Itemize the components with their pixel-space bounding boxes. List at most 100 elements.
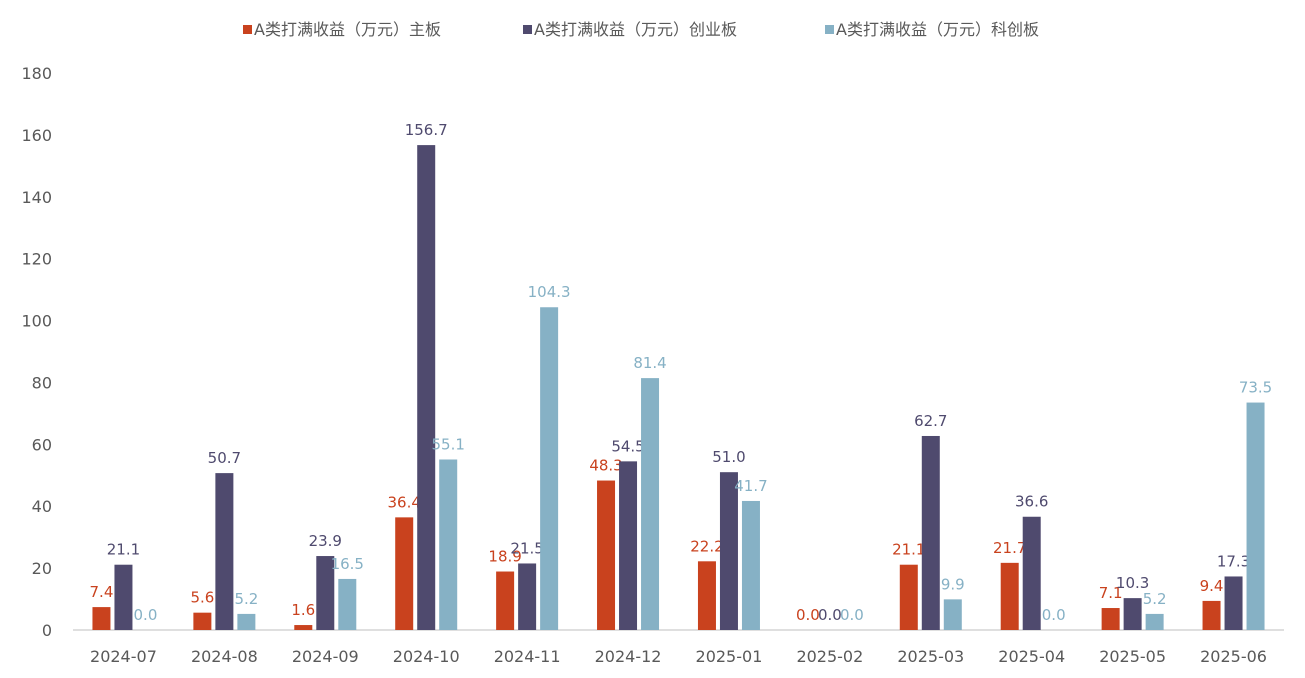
y-tick-label: 20 [32,559,52,578]
data-label: 21.7 [993,539,1026,557]
bar [540,307,559,630]
y-tick-label: 100 [21,312,52,331]
data-label: 22.2 [690,537,723,555]
bar [496,571,515,630]
x-tick-label: 2024-07 [90,647,157,666]
data-label: 81.4 [633,354,666,372]
bar [1224,576,1243,630]
y-tick-label: 160 [21,126,52,145]
bar [439,459,458,630]
legend-item-chinext: A类打满收益（万元）创业板 [523,16,737,40]
data-label: 51.0 [712,448,745,466]
bar [697,561,716,630]
data-label: 23.9 [309,532,342,550]
y-tick-label: 180 [21,64,52,83]
data-label: 18.9 [488,548,521,566]
data-label: 0.0 [818,606,842,624]
legend-label-chinext: A类打满收益（万元）创业板 [534,20,737,39]
x-tick-label: 2025-06 [1200,647,1267,666]
bar [1202,600,1221,630]
legend-item-mainboard: A类打满收益（万元）主板 [243,16,441,40]
data-label: 104.3 [528,283,571,301]
data-label: 0.0 [796,606,820,624]
x-tick-label: 2024-08 [191,647,258,666]
legend: A类打满收益（万元）主板 A类打满收益（万元）创业板 A类打满收益（万元）科创板 [0,16,1305,40]
data-label: 17.3 [1217,552,1250,570]
y-tick-label: 60 [32,435,52,454]
data-label: 1.6 [291,601,315,619]
bar [1246,402,1265,630]
data-label: 9.4 [1200,577,1224,595]
data-label: 5.2 [234,590,258,608]
bar [1000,562,1019,630]
legend-item-star: A类打满收益（万元）科创板 [825,16,1039,40]
bar [215,473,234,630]
data-label: 36.4 [388,493,421,511]
bar [899,564,918,630]
data-label: 36.6 [1015,493,1048,511]
data-label: 48.3 [589,457,622,475]
legend-label-star: A类打满收益（万元）科创板 [836,20,1039,39]
y-tick-label: 0 [42,621,52,640]
data-label: 21.5 [510,539,543,557]
data-label: 50.7 [208,449,241,467]
data-label: 73.5 [1239,379,1272,397]
data-label: 16.5 [331,555,364,573]
data-label: 54.5 [611,437,644,455]
bar [114,564,133,630]
bar [237,613,256,630]
y-tick-label: 140 [21,188,52,207]
x-tick-label: 2025-04 [998,647,1065,666]
data-label: 41.7 [734,477,767,495]
bar [338,578,357,630]
x-tick-label: 2024-10 [393,647,460,666]
x-tick-label: 2025-02 [796,647,863,666]
data-label: 10.3 [1116,574,1149,592]
data-label: 7.4 [90,583,114,601]
data-label: 156.7 [405,121,448,139]
bar [741,500,760,630]
legend-swatch-chinext [523,25,532,34]
bar [597,480,616,630]
bar [619,461,638,630]
legend-label-mainboard: A类打满收益（万元）主板 [254,20,441,39]
data-label: 5.6 [190,589,214,607]
bar [395,517,414,630]
bar [719,472,738,630]
bar [1101,608,1120,630]
bar [1022,516,1041,630]
x-tick-label: 2025-05 [1099,647,1166,666]
x-tick-label: 2024-12 [595,647,662,666]
y-tick-label: 80 [32,373,52,392]
data-label: 0.0 [134,606,158,624]
data-label: 0.0 [840,606,864,624]
y-tick-label: 40 [32,497,52,516]
bar [417,145,436,630]
data-label: 55.1 [432,435,465,453]
bar [316,556,335,630]
data-label: 21.1 [107,541,140,559]
legend-swatch-mainboard [243,25,252,34]
x-tick-label: 2024-11 [494,647,561,666]
x-tick-label: 2024-09 [292,647,359,666]
bar [1123,598,1142,630]
data-label: 7.1 [1099,584,1123,602]
legend-swatch-star [825,25,834,34]
data-label: 0.0 [1042,606,1066,624]
bar [1145,613,1164,630]
bar [943,599,962,630]
bar [641,378,660,630]
x-tick-label: 2025-03 [897,647,964,666]
y-tick-label: 120 [21,250,52,269]
data-label: 9.9 [941,575,965,593]
data-label: 21.1 [892,541,925,559]
bar [294,625,313,630]
bar [92,607,111,630]
data-label: 5.2 [1143,590,1167,608]
bar [921,435,940,630]
x-tick-label: 2025-01 [696,647,763,666]
bar [518,563,537,630]
bar [193,612,212,630]
data-label: 62.7 [914,412,947,430]
